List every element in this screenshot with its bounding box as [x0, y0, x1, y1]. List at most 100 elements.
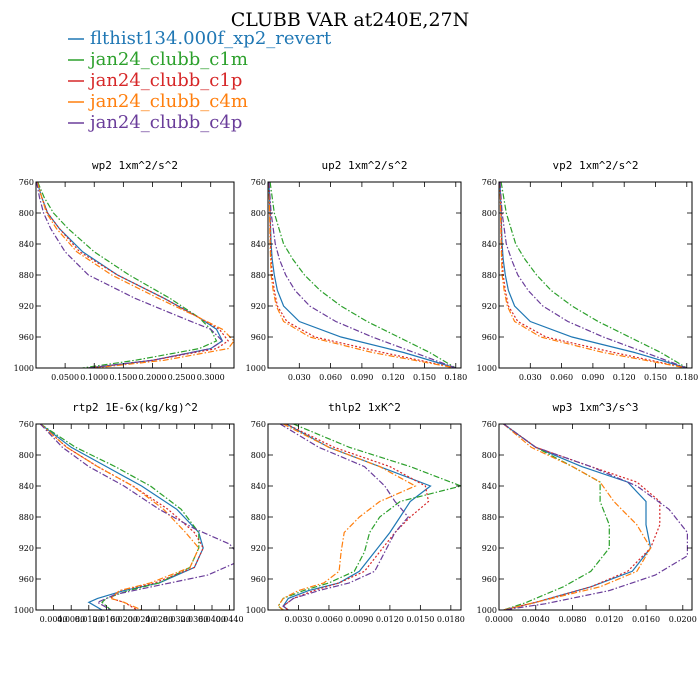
legend: flthist134.000f_xp2_revertjan24_clubb_c1… — [68, 28, 332, 133]
y-tick-label: 1000 — [477, 364, 497, 373]
series-group — [36, 182, 234, 368]
x-tick-label: 0.2000 — [138, 373, 166, 382]
x-tick-label: 0.0440 — [216, 615, 244, 624]
x-tick-label: 0.0000 — [485, 615, 513, 624]
x-tick-label: 0.0160 — [92, 615, 120, 624]
series-line-jan24-clubb-c4p — [39, 424, 234, 610]
series-line-jan24-clubb-c4p — [499, 182, 688, 368]
y-tick-label: 760 — [482, 420, 497, 429]
series-line-jan24-clubb-c4m — [277, 424, 417, 610]
x-tick-label: 0.0200 — [669, 615, 697, 624]
series-line-jan24-clubb-c1m — [269, 182, 457, 368]
y-tick-label: 960 — [251, 575, 266, 584]
x-tick-label: 0.150 — [644, 373, 667, 382]
y-tick-label: 760 — [19, 178, 34, 187]
series-line-jan24-clubb-c1p — [282, 424, 430, 610]
y-tick-label: 960 — [251, 333, 266, 342]
panel-title: wp2 1xm^2/s^2 — [92, 159, 178, 172]
plot-frame — [267, 423, 462, 611]
legend-label-jan24-clubb-c4m: jan24_clubb_c4m — [88, 91, 248, 112]
series-line-jan24-clubb-c1m — [500, 182, 688, 368]
panel-wp2-1xm-2-s-2: wp2 1xm^2/s^2 760 800 840 880 920 960 1000 0.050… — [14, 159, 235, 382]
series-line-jan24-clubb-c1m — [37, 182, 218, 368]
x-tick-label: 0.1500 — [109, 373, 137, 382]
series-line-jan24-clubb-c4m — [268, 182, 456, 368]
x-tick-label: 0.0080 — [559, 615, 587, 624]
y-tick-label: 760 — [251, 178, 266, 187]
series-group — [277, 424, 461, 610]
x-tick-label: 0.0320 — [163, 615, 191, 624]
x-tick-label: 0.0080 — [57, 615, 85, 624]
x-tick-label: 0.0090 — [345, 615, 373, 624]
series-line-jan24-clubb-c1p — [499, 182, 687, 368]
y-tick-label: 880 — [19, 513, 34, 522]
y-tick-label: 880 — [19, 271, 34, 280]
series-line-jan24-clubb-c4m — [503, 424, 652, 610]
y-tick-label: 800 — [251, 209, 266, 218]
x-tick-label: 0.0160 — [632, 615, 660, 624]
series-line-jan24-clubb-c4m — [36, 182, 234, 368]
y-tick-label: 920 — [251, 544, 266, 553]
y-tick-label: 1000 — [477, 606, 497, 615]
y-tick-label: 800 — [482, 209, 497, 218]
x-tick-label: 0.0400 — [198, 615, 226, 624]
series-line-flthist134-000f-xp2-revert — [268, 182, 456, 368]
series-line-jan24-clubb-c4p — [36, 182, 224, 368]
x-tick-label: 0.060 — [550, 373, 573, 382]
series-line-jan24-clubb-c4m — [499, 182, 687, 368]
panels: wp2 1xm^2/s^2 760 800 840 880 920 960 1000 0.050… — [14, 159, 699, 624]
y-tick-label: 1000 — [246, 606, 266, 615]
y-tick-label: 960 — [482, 575, 497, 584]
series-line-jan24-clubb-c1p — [268, 182, 456, 368]
panel-title: up2 1xm^2/s^2 — [321, 159, 407, 172]
plot-frame — [35, 181, 235, 369]
x-tick-label: 0.0500 — [51, 373, 79, 382]
y-tick-label: 1000 — [14, 364, 34, 373]
y-tick-label: 840 — [251, 482, 266, 491]
plot-frame — [498, 181, 693, 369]
y-tick-label: 960 — [482, 333, 497, 342]
x-tick-label: 0.150 — [413, 373, 436, 382]
y-tick-label: 760 — [251, 420, 266, 429]
x-tick-label: 0.0040 — [40, 615, 68, 624]
x-tick-label: 0.0120 — [376, 615, 404, 624]
x-tick-label: 0.0180 — [437, 615, 465, 624]
x-tick-label: 0.0040 — [522, 615, 550, 624]
x-tick-label: 0.090 — [581, 373, 604, 382]
y-tick-label: 840 — [19, 482, 34, 491]
y-tick-label: 840 — [482, 482, 497, 491]
series-group — [499, 182, 688, 368]
y-tick-label: 920 — [251, 302, 266, 311]
y-tick-label: 880 — [251, 513, 266, 522]
plot-frame — [35, 423, 235, 611]
y-tick-label: 1000 — [246, 364, 266, 373]
y-tick-label: 840 — [482, 240, 497, 249]
series-line-jan24-clubb-c4m — [40, 424, 200, 610]
x-tick-label: 0.030 — [288, 373, 311, 382]
x-tick-label: 0.120 — [382, 373, 405, 382]
y-tick-label: 880 — [482, 513, 497, 522]
x-tick-label: 0.3000 — [197, 373, 225, 382]
panel-title: thlp2 1xK^2 — [328, 401, 401, 414]
y-tick-label: 960 — [19, 333, 34, 342]
legend-label-jan24-clubb-c1p: jan24_clubb_c1p — [88, 70, 242, 91]
panel-wp3-1xm-3-s-3: wp3 1xm^3/s^3 760 800 840 880 920 960 10000.000… — [477, 401, 697, 624]
x-tick-label: 0.0120 — [75, 615, 103, 624]
legend-label-jan24-clubb-c4p: jan24_clubb_c4p — [88, 112, 242, 133]
chart-title: CLUBB VAR at240E,27N — [231, 9, 470, 31]
y-tick-label: 960 — [19, 575, 34, 584]
y-tick-label: 760 — [482, 178, 497, 187]
x-tick-label: 0.0120 — [595, 615, 623, 624]
y-tick-label: 920 — [19, 302, 34, 311]
series-line-flthist134-000f-xp2-revert — [282, 424, 432, 610]
series-line-jan24-clubb-c1p — [36, 182, 230, 368]
y-tick-label: 920 — [19, 544, 34, 553]
y-tick-label: 880 — [482, 271, 497, 280]
x-tick-label: 0.1000 — [80, 373, 108, 382]
series-line-jan24-clubb-c1p — [40, 424, 204, 610]
panel-vp2-1xm-2-s-2: vp2 1xm^2/s^2 760 800 840 880 920 960 1000 0.030… — [477, 159, 699, 382]
series-line-flthist134-000f-xp2-revert — [499, 182, 687, 368]
x-tick-label: 0.180 — [675, 373, 698, 382]
